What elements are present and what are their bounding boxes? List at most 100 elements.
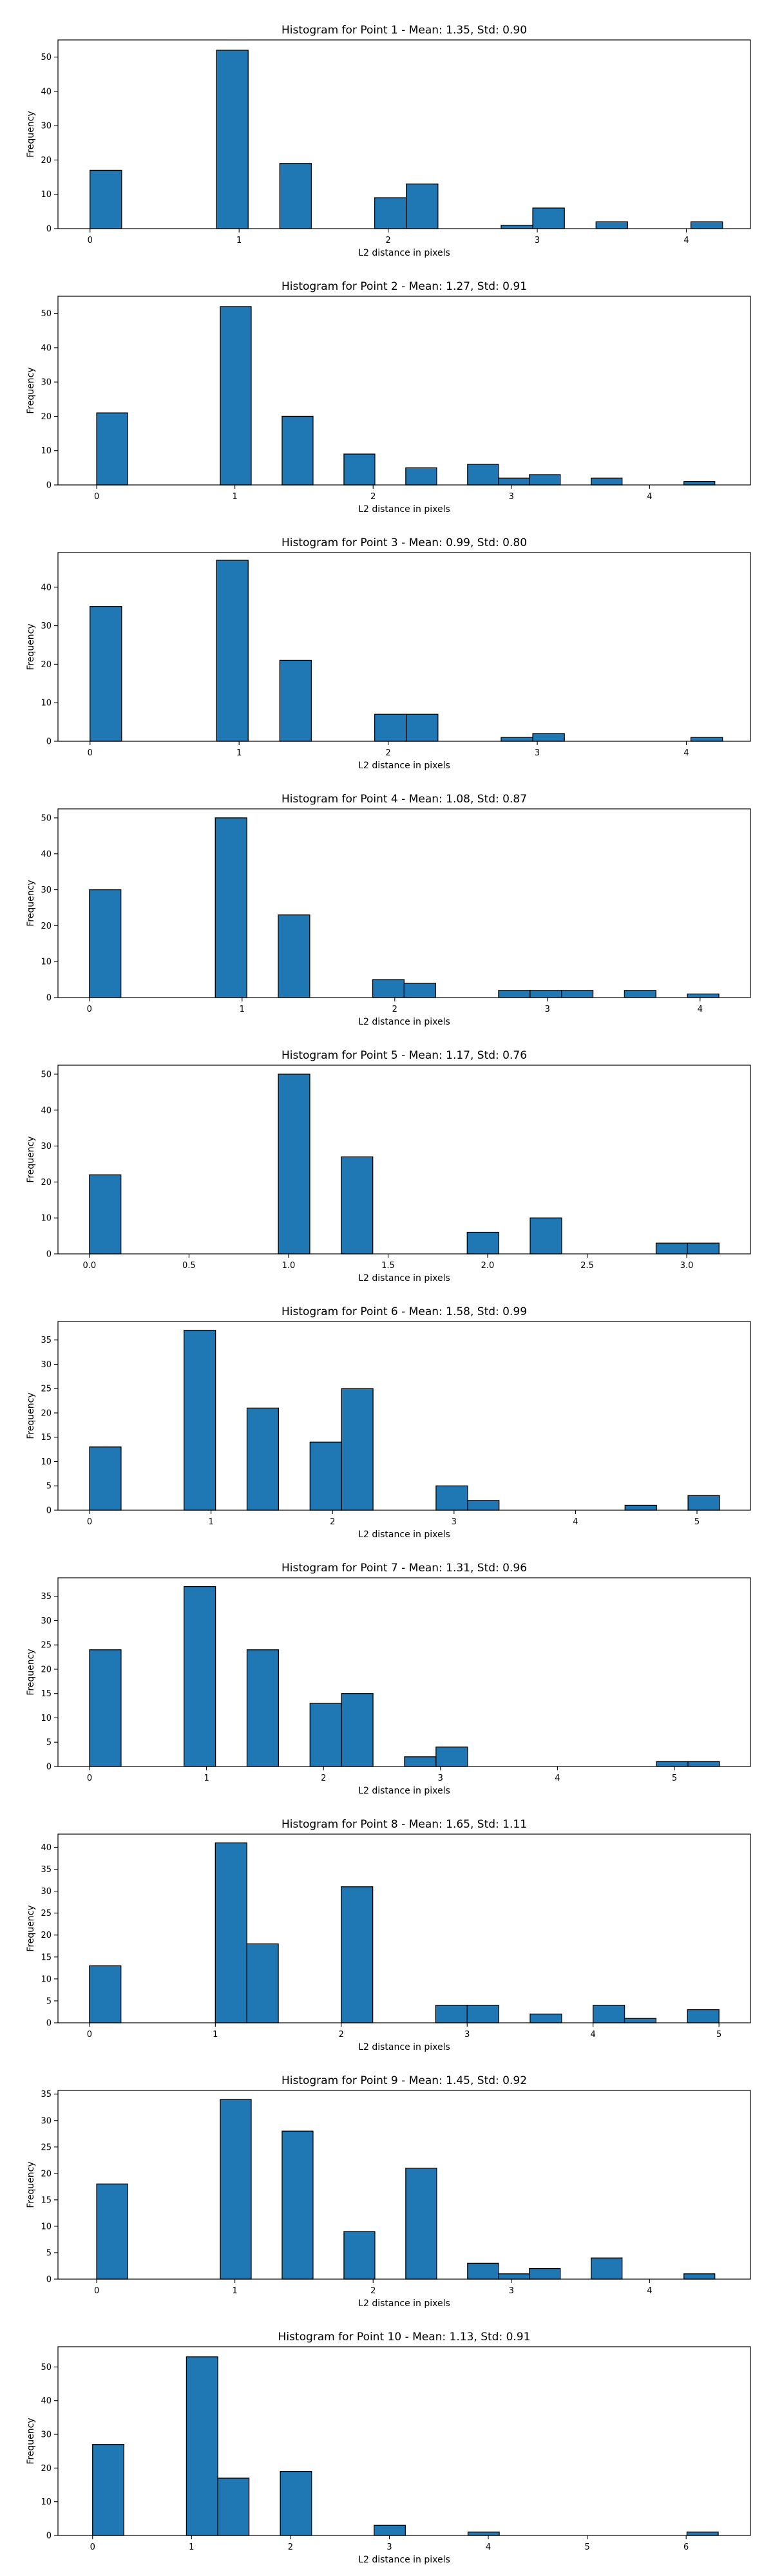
y-tick-label: 5 xyxy=(46,1996,52,2006)
histogram-bar xyxy=(687,993,720,998)
y-tick-label: 0 xyxy=(46,1250,52,1260)
histogram-bar xyxy=(498,990,531,998)
y-tick-label: 20 xyxy=(41,2169,52,2179)
x-tick-label: 5 xyxy=(584,2543,589,2552)
histogram-bar xyxy=(466,1231,499,1255)
histogram-bar xyxy=(687,1761,720,1767)
y-tick-label: 15 xyxy=(41,2195,52,2205)
chart-title: Histogram for Point 2 - Mean: 1.27, Std:… xyxy=(282,280,527,293)
x-axis-label: L2 distance in pixels xyxy=(358,248,450,258)
y-tick-label: 20 xyxy=(41,1931,52,1940)
histogram-bar xyxy=(624,2018,657,2023)
histogram-bar xyxy=(593,2005,625,2023)
x-tick-label: 1 xyxy=(233,2286,238,2296)
histogram-panel-7: 0 1 2 3 4 5 0 5 10 15 20 25 30 35 Histogram for Point … xyxy=(26,1562,751,1796)
histogram-bar xyxy=(532,733,565,742)
histogram-bar xyxy=(96,412,128,486)
histogram-bar xyxy=(184,1329,216,1511)
axes-frame xyxy=(57,1833,751,2023)
x-tick-label: 1 xyxy=(240,1005,245,1014)
histogram-bar xyxy=(96,2183,128,2280)
y-tick-label: 25 xyxy=(41,1385,52,1394)
y-axis-label: Frequency xyxy=(26,111,36,157)
histogram-bar xyxy=(498,2273,530,2280)
y-axis-label: Frequency xyxy=(26,880,36,926)
histogram-bar xyxy=(561,990,594,998)
x-tick-label: 6 xyxy=(683,2543,689,2552)
histogram-bar xyxy=(89,1649,122,1767)
histogram-bar xyxy=(595,221,628,229)
chart-title: Histogram for Point 10 - Mean: 1.13, Std… xyxy=(278,2331,531,2344)
x-tick-label: 1 xyxy=(204,1774,209,1783)
histogram-bar xyxy=(435,1747,468,1767)
y-tick-label: 25 xyxy=(41,1641,52,1651)
y-axis-label: Frequency xyxy=(26,623,36,670)
histogram-bar xyxy=(529,2268,561,2280)
histogram-bar xyxy=(435,1485,468,1511)
y-tick-label: 0 xyxy=(46,1763,52,1772)
x-tick-label: 2 xyxy=(370,492,376,502)
axes-frame xyxy=(57,1321,751,1511)
histogram-bar xyxy=(530,1217,562,1255)
histogram-bar xyxy=(282,415,314,486)
x-tick-label: 0 xyxy=(87,2030,92,2040)
histogram-bar xyxy=(89,1965,122,2023)
histogram-bar xyxy=(405,2167,437,2280)
y-tick-label: 35 xyxy=(41,1336,52,1345)
histogram-bar xyxy=(467,1500,500,1511)
histogram-bar xyxy=(216,560,249,742)
histogram-bar xyxy=(216,50,249,229)
histogram-bar xyxy=(90,169,122,229)
y-axis-label: Frequency xyxy=(26,2418,36,2464)
y-tick-label: 5 xyxy=(46,1482,52,1492)
x-tick-label: 4 xyxy=(698,1005,703,1014)
histogram-bar xyxy=(404,1756,437,1767)
x-tick-label: 1 xyxy=(236,236,242,245)
histogram-bar xyxy=(683,2273,716,2280)
x-axis-label: L2 distance in pixels xyxy=(358,504,450,515)
histogram-bar xyxy=(309,1703,342,1767)
x-tick-label: 4 xyxy=(591,2030,596,2040)
histogram-bar xyxy=(686,2532,719,2536)
x-tick-label: 4 xyxy=(683,236,689,245)
y-tick-label: 40 xyxy=(41,849,52,859)
x-tick-label: 4 xyxy=(647,492,652,502)
axes-frame xyxy=(57,2090,751,2280)
y-tick-label: 20 xyxy=(41,660,52,670)
histogram-bar xyxy=(372,979,405,998)
y-axis-label: Frequency xyxy=(26,367,36,413)
x-tick-label: 1 xyxy=(236,748,242,758)
histogram-bar xyxy=(405,467,437,486)
y-tick-label: 40 xyxy=(41,583,52,592)
y-tick-label: 20 xyxy=(41,1408,52,1418)
chart-title: Histogram for Point 9 - Mean: 1.45, Std:… xyxy=(282,2074,527,2087)
histogram-bar xyxy=(501,737,533,742)
histogram-bar xyxy=(656,1761,689,1767)
histogram-bar xyxy=(687,1242,720,1255)
histogram-bar xyxy=(341,1156,374,1255)
chart-title: Histogram for Point 6 - Mean: 1.58, Std:… xyxy=(282,1305,527,1318)
y-tick-label: 0 xyxy=(46,994,52,1003)
histogram-bar xyxy=(89,1446,122,1511)
y-tick-label: 10 xyxy=(41,190,52,200)
x-tick-label: 0 xyxy=(87,1517,92,1527)
y-tick-label: 15 xyxy=(41,1433,52,1443)
histogram-bar xyxy=(687,2009,720,2023)
histogram-bar xyxy=(501,225,533,229)
y-tick-label: 20 xyxy=(41,1665,52,1674)
histogram-bar xyxy=(690,221,723,229)
histogram-bar xyxy=(591,2257,623,2280)
y-tick-label: 50 xyxy=(41,53,52,62)
histogram-bar xyxy=(467,464,499,486)
x-tick-label: 3 xyxy=(438,1774,443,1783)
x-axis-label: L2 distance in pixels xyxy=(358,2555,450,2565)
histogram-bar xyxy=(530,2013,562,2023)
x-tick-label: 0 xyxy=(87,1774,92,1783)
y-tick-label: 30 xyxy=(41,1616,52,1626)
histogram-bar xyxy=(690,737,723,742)
histogram-bar xyxy=(624,990,656,998)
y-tick-label: 20 xyxy=(41,412,52,422)
y-tick-label: 10 xyxy=(41,1975,52,1984)
